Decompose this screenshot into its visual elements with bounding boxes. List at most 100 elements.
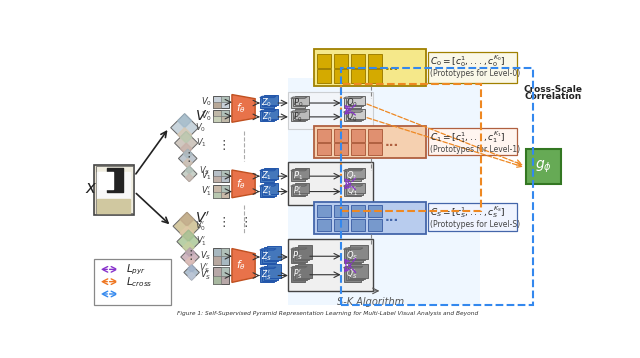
Polygon shape <box>344 185 363 186</box>
Text: $C_0=[c_0^1,...,c_0^{K_0}]$: $C_0=[c_0^1,...,c_0^{K_0}]$ <box>430 53 506 69</box>
FancyBboxPatch shape <box>288 161 373 205</box>
FancyBboxPatch shape <box>221 96 229 102</box>
Text: $\vdots$: $\vdots$ <box>216 216 225 229</box>
Text: $C_S=[c_S^1,...,c_S^{K_S}]$: $C_S=[c_S^1,...,c_S^{K_S}]$ <box>430 204 506 221</box>
Polygon shape <box>260 185 276 186</box>
Polygon shape <box>180 131 192 143</box>
FancyBboxPatch shape <box>368 129 382 141</box>
FancyBboxPatch shape <box>291 186 305 196</box>
FancyBboxPatch shape <box>262 267 276 281</box>
Text: $f_\theta$: $f_\theta$ <box>236 102 246 115</box>
Text: $V_0$: $V_0$ <box>201 96 212 108</box>
Polygon shape <box>179 149 197 168</box>
FancyBboxPatch shape <box>317 218 331 231</box>
FancyBboxPatch shape <box>334 205 348 217</box>
Polygon shape <box>182 242 195 253</box>
Text: ...: ... <box>385 59 399 73</box>
Polygon shape <box>260 169 276 171</box>
FancyBboxPatch shape <box>351 69 365 83</box>
FancyBboxPatch shape <box>95 166 132 213</box>
Polygon shape <box>260 96 276 98</box>
Text: (Prototypes for Level-0): (Prototypes for Level-0) <box>430 69 520 78</box>
Text: $L_{pyr}$: $L_{pyr}$ <box>127 262 147 276</box>
Text: $Q_0$: $Q_0$ <box>346 97 358 109</box>
FancyBboxPatch shape <box>213 192 221 198</box>
FancyBboxPatch shape <box>221 248 229 256</box>
Polygon shape <box>171 114 198 141</box>
FancyBboxPatch shape <box>213 185 229 198</box>
FancyBboxPatch shape <box>314 49 426 86</box>
Polygon shape <box>344 266 363 268</box>
FancyBboxPatch shape <box>260 250 274 264</box>
FancyBboxPatch shape <box>291 112 305 121</box>
Text: $L_{cross}$: $L_{cross}$ <box>127 275 153 289</box>
Polygon shape <box>291 111 307 112</box>
Text: $g_\phi$: $g_\phi$ <box>534 158 552 175</box>
FancyBboxPatch shape <box>296 168 309 178</box>
Polygon shape <box>260 110 276 111</box>
FancyBboxPatch shape <box>348 247 365 260</box>
FancyBboxPatch shape <box>221 267 229 276</box>
FancyBboxPatch shape <box>351 205 365 217</box>
Polygon shape <box>180 226 194 240</box>
Text: $Z_0'$: $Z_0'$ <box>262 110 272 124</box>
Text: $V_1$: $V_1$ <box>201 170 212 183</box>
Text: $C_1=[c_1^1,...,c_1^{K_1}]$: $C_1=[c_1^1,...,c_1^{K_1}]$ <box>430 129 506 145</box>
FancyBboxPatch shape <box>264 247 278 261</box>
FancyBboxPatch shape <box>296 110 309 119</box>
FancyBboxPatch shape <box>262 185 276 195</box>
FancyBboxPatch shape <box>317 69 331 83</box>
Polygon shape <box>260 267 276 268</box>
Polygon shape <box>344 248 363 249</box>
FancyBboxPatch shape <box>213 102 221 108</box>
Polygon shape <box>183 149 193 159</box>
FancyBboxPatch shape <box>348 183 365 193</box>
Text: Correlation: Correlation <box>524 92 581 101</box>
Text: $Z_1$: $Z_1$ <box>261 170 272 183</box>
Text: $V_1$: $V_1$ <box>196 137 207 149</box>
FancyBboxPatch shape <box>296 183 309 193</box>
FancyBboxPatch shape <box>296 265 309 279</box>
Text: $V_1'$: $V_1'$ <box>196 235 207 248</box>
Polygon shape <box>344 169 363 171</box>
FancyBboxPatch shape <box>213 248 229 265</box>
FancyBboxPatch shape <box>334 129 348 141</box>
FancyBboxPatch shape <box>298 263 312 277</box>
FancyBboxPatch shape <box>334 54 348 68</box>
FancyBboxPatch shape <box>314 202 426 234</box>
Text: $P_S$: $P_S$ <box>292 250 303 262</box>
FancyBboxPatch shape <box>428 52 517 83</box>
FancyBboxPatch shape <box>291 268 305 282</box>
Text: $Z_S'$: $Z_S'$ <box>262 269 272 282</box>
Polygon shape <box>188 265 195 272</box>
Text: $V_S$: $V_S$ <box>200 250 212 262</box>
Text: $f_\theta$: $f_\theta$ <box>236 177 246 191</box>
FancyBboxPatch shape <box>317 54 331 68</box>
Polygon shape <box>291 185 307 186</box>
FancyBboxPatch shape <box>296 247 309 260</box>
Text: $V_0'$: $V_0'$ <box>201 109 212 123</box>
FancyBboxPatch shape <box>368 218 382 231</box>
FancyBboxPatch shape <box>293 266 307 280</box>
FancyBboxPatch shape <box>334 218 348 231</box>
Text: $Z_1'$: $Z_1'$ <box>262 185 272 198</box>
FancyBboxPatch shape <box>260 111 274 121</box>
FancyBboxPatch shape <box>298 245 312 259</box>
FancyBboxPatch shape <box>264 183 278 194</box>
Polygon shape <box>180 143 192 155</box>
Polygon shape <box>186 257 195 266</box>
FancyBboxPatch shape <box>264 109 278 119</box>
Polygon shape <box>291 266 307 268</box>
Polygon shape <box>178 128 191 141</box>
Text: Cross-Scale: Cross-Scale <box>524 84 582 94</box>
Text: $V_S'$: $V_S'$ <box>200 269 212 282</box>
FancyBboxPatch shape <box>221 170 229 176</box>
Text: (Prototypes for Level-S): (Prototypes for Level-S) <box>430 220 520 229</box>
FancyBboxPatch shape <box>94 165 134 215</box>
Text: $V_1'$: $V_1'$ <box>201 185 212 198</box>
FancyBboxPatch shape <box>291 98 305 108</box>
FancyBboxPatch shape <box>260 268 274 282</box>
FancyBboxPatch shape <box>334 143 348 155</box>
FancyBboxPatch shape <box>260 186 274 197</box>
Polygon shape <box>186 248 195 257</box>
